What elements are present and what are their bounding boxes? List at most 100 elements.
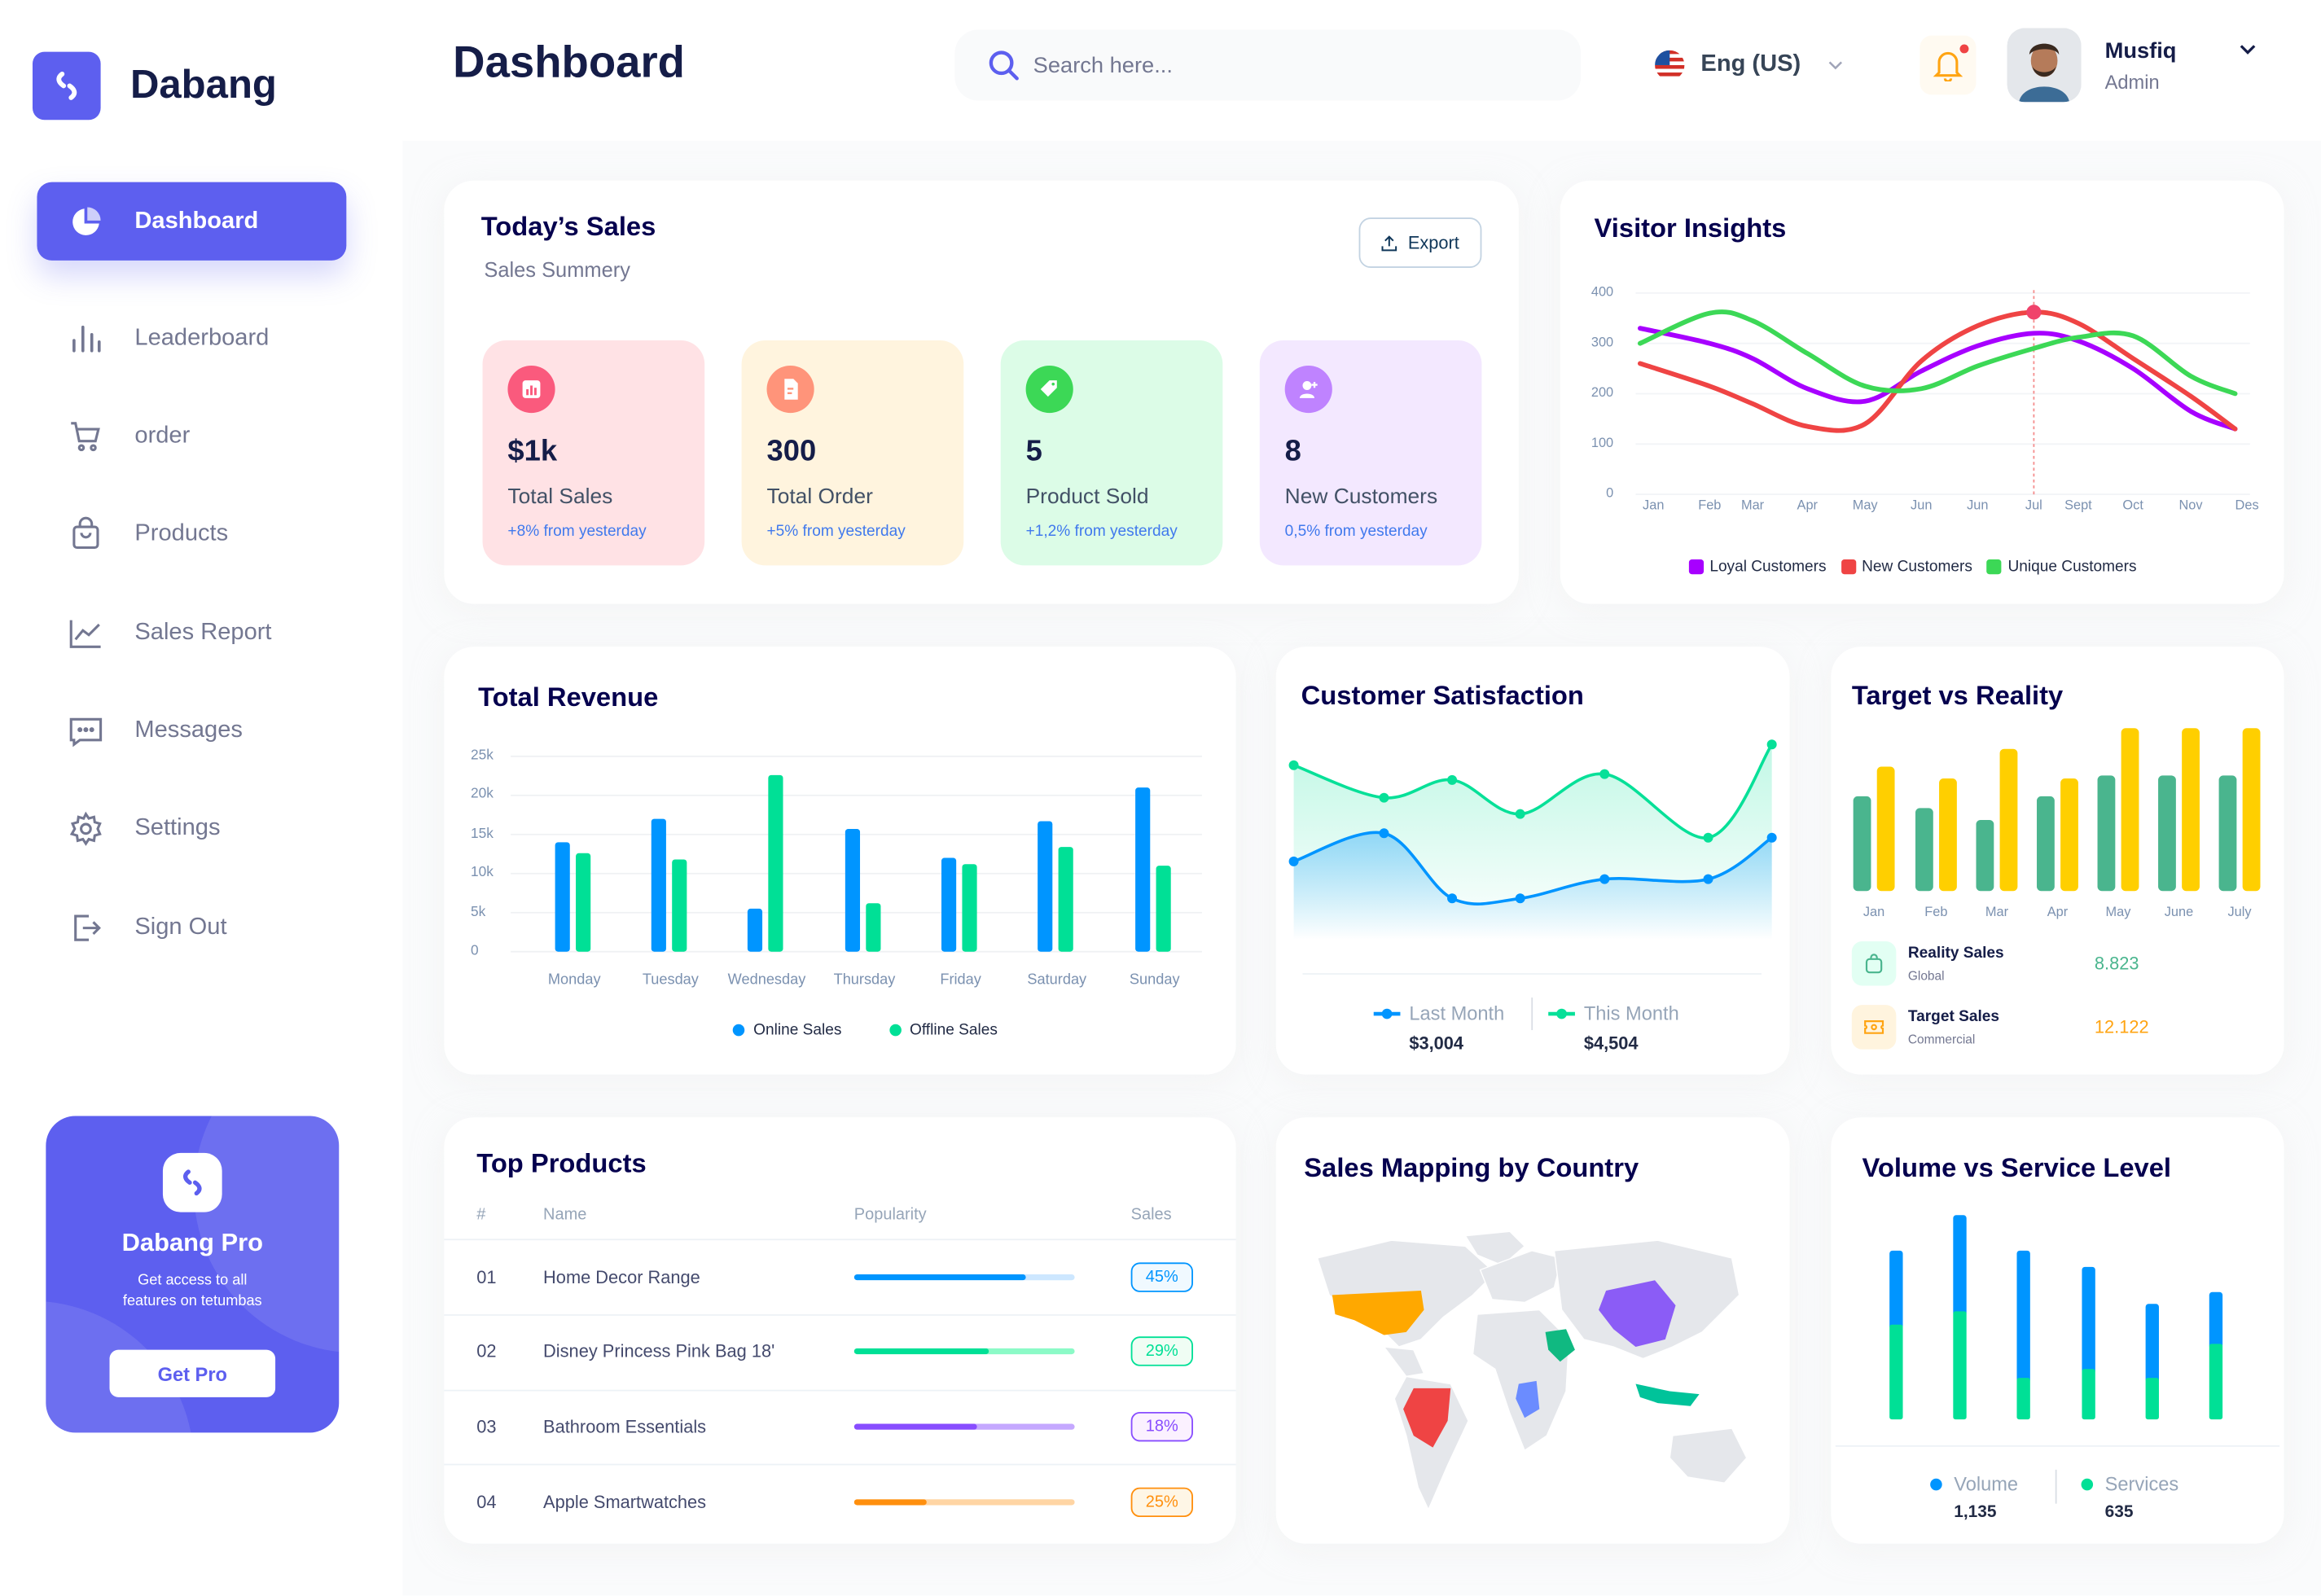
- series-line-loyal-customers: [1637, 326, 2238, 432]
- bar-target-sales: [2242, 728, 2261, 892]
- x-tick-label: Sept: [2064, 497, 2092, 512]
- search-input[interactable]: Search here...: [954, 29, 1582, 101]
- legend-label: Unique Customers: [2007, 558, 2137, 577]
- avatar[interactable]: [2007, 28, 2082, 103]
- x-tick-label: Oct: [2122, 497, 2143, 512]
- legend-item[interactable]: Loyal Customers: [1688, 558, 1827, 576]
- legend-item[interactable]: Online Sales: [732, 1021, 842, 1039]
- popularity-fill: [853, 1423, 978, 1430]
- sidebar-item-sales-report[interactable]: Sales Report: [37, 594, 346, 672]
- sidebar-item-settings[interactable]: Settings: [37, 789, 346, 867]
- bar-offline-sales: [768, 774, 783, 952]
- stat-card: 300 Total Order +5% from yesterday: [741, 340, 964, 566]
- data-point[interactable]: [1379, 828, 1389, 839]
- data-point[interactable]: [1515, 809, 1525, 819]
- line-chart-icon: [68, 615, 104, 651]
- y-tick-label: 400: [1590, 283, 1614, 300]
- map-indonesia: [1635, 1383, 1700, 1406]
- bar-offline-sales: [1058, 847, 1073, 952]
- sidebar-item-label: Products: [134, 520, 229, 546]
- ticket-icon: [1851, 1005, 1897, 1050]
- bar-services: [2016, 1378, 2030, 1420]
- chart-legend: Online Sales Offline Sales: [732, 1021, 1045, 1039]
- stat-label: Total Sales: [507, 485, 613, 510]
- popularity-fill: [853, 1499, 928, 1506]
- bar-online-sales: [845, 829, 861, 952]
- bar-offline-sales: [576, 853, 591, 952]
- data-point[interactable]: [1288, 856, 1299, 866]
- legend-item[interactable]: Unique Customers: [1987, 558, 2137, 577]
- data-point[interactable]: [1703, 874, 1713, 884]
- data-point[interactable]: [1379, 792, 1389, 803]
- data-point[interactable]: [1599, 769, 1610, 779]
- x-tick-label: Apr: [1797, 497, 1819, 512]
- export-button[interactable]: Export: [1358, 217, 1482, 268]
- volume-service-card: [1831, 1117, 2284, 1544]
- bar-services: [1953, 1311, 1967, 1420]
- summary-subtitle: Global: [1907, 967, 1945, 983]
- language-selector[interactable]: Eng (US): [1655, 47, 1842, 83]
- x-tick-label: Mar: [1740, 497, 1765, 512]
- x-tick-label: Jun: [1911, 497, 1933, 512]
- sidebar-item-sign-out[interactable]: Sign Out: [37, 888, 346, 967]
- x-tick-label: Apr: [2047, 904, 2069, 919]
- y-tick-label: 25k: [470, 747, 494, 764]
- x-tick-label: June: [2164, 904, 2194, 919]
- add-user-icon: [1284, 365, 1332, 414]
- x-tick-label: Feb: [1698, 497, 1722, 512]
- page-title: Dashboard: [453, 38, 686, 88]
- bar-reality-sales: [1853, 796, 1871, 892]
- cart-icon: [68, 418, 104, 454]
- legend-dot: [888, 1024, 902, 1037]
- data-point[interactable]: [1288, 760, 1299, 770]
- search-placeholder: Search here...: [1033, 52, 1173, 78]
- x-tick-label: Jun: [1967, 497, 1989, 512]
- sidebar-item-dashboard[interactable]: Dashboard: [37, 182, 347, 261]
- target-vs-reality-card: [1831, 647, 2284, 1075]
- legend-item[interactable]: Offline Sales: [888, 1021, 998, 1039]
- bar-chart-icon: [507, 365, 555, 414]
- popularity-fill: [853, 1274, 1026, 1281]
- get-pro-button[interactable]: Get Pro: [109, 1349, 276, 1397]
- bar-target-sales: [1939, 778, 1957, 892]
- data-point[interactable]: [1599, 874, 1610, 884]
- bar-volume: [2209, 1291, 2223, 1348]
- map-africa: [1472, 1309, 1570, 1452]
- row-rank: 04: [476, 1492, 497, 1513]
- bar-reality-sales: [2218, 775, 2237, 892]
- target-vs-reality-chart: [1853, 728, 2261, 892]
- data-point[interactable]: [1766, 739, 1777, 750]
- bar-services: [2145, 1378, 2159, 1420]
- legend-item[interactable]: New Customers: [1841, 558, 1972, 576]
- sidebar-item-order[interactable]: order: [37, 397, 346, 475]
- legend-label: Online Sales: [753, 1021, 842, 1039]
- sidebar-item-products[interactable]: Products: [37, 494, 346, 572]
- data-point[interactable]: [1703, 832, 1713, 843]
- data-point[interactable]: [1766, 832, 1777, 843]
- notification-button[interactable]: [1920, 35, 1977, 95]
- bar-reality-sales: [1915, 808, 1933, 892]
- legend-label: Offline Sales: [910, 1021, 998, 1039]
- summary-subtitle: Commercial: [1907, 1031, 1976, 1047]
- bar-online-sales: [747, 908, 763, 952]
- total-revenue-chart: [511, 755, 1202, 953]
- row-name: Bathroom Essentials: [543, 1416, 707, 1437]
- row-rank: 01: [476, 1266, 497, 1288]
- data-point[interactable]: [1447, 774, 1458, 785]
- stat-card: 5 Product Sold +1,2% from yesterday: [1000, 340, 1223, 566]
- y-tick-label: 15k: [470, 825, 494, 842]
- stat-value: $1k: [507, 435, 558, 468]
- x-tick-label: Saturday: [1027, 972, 1087, 989]
- row-divider: [444, 1239, 1236, 1241]
- data-point[interactable]: [1515, 893, 1525, 904]
- sidebar-item-messages[interactable]: Messages: [37, 691, 346, 770]
- sidebar-item-leaderboard[interactable]: Leaderboard: [37, 299, 346, 377]
- x-tick-label: Tuesday: [642, 972, 699, 989]
- x-tick-label: Wednesday: [727, 972, 806, 989]
- highlight-point[interactable]: [2026, 305, 2042, 320]
- user-menu-chevron-icon[interactable]: [2240, 45, 2256, 55]
- map-brazil: [1403, 1388, 1451, 1448]
- brand-logo[interactable]: [32, 51, 101, 121]
- data-point[interactable]: [1447, 893, 1458, 904]
- bar-volume: [2082, 1266, 2095, 1374]
